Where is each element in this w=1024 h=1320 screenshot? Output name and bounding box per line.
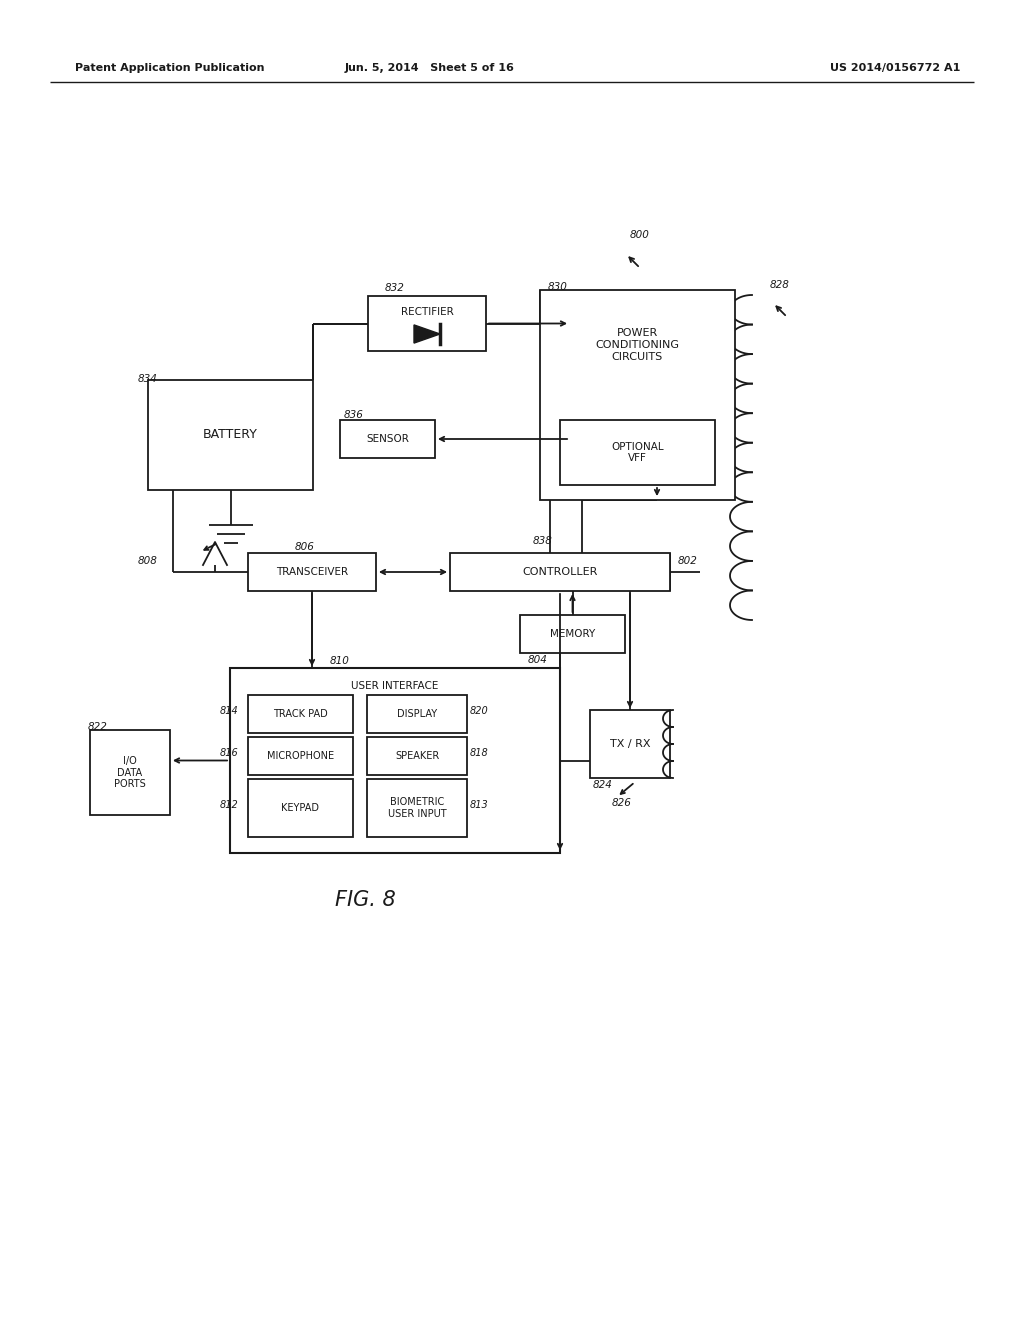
Text: 800: 800	[630, 230, 650, 240]
Bar	[248, 553, 376, 591]
Text: USER INTERFACE: USER INTERFACE	[351, 681, 438, 690]
Text: FIG. 8: FIG. 8	[335, 890, 395, 909]
Bar	[367, 779, 467, 837]
Text: 810: 810	[330, 656, 350, 667]
Text: TRANSCEIVER: TRANSCEIVER	[275, 568, 348, 577]
Text: CONTROLLER: CONTROLLER	[522, 568, 598, 577]
Text: MICROPHONE: MICROPHONE	[267, 751, 334, 762]
Bar	[230, 668, 560, 853]
Text: Patent Application Publication: Patent Application Publication	[75, 63, 264, 73]
Text: 808: 808	[138, 556, 158, 566]
Text: I/O
DATA
PORTS: I/O DATA PORTS	[114, 756, 145, 789]
Bar	[248, 737, 353, 775]
Text: US 2014/0156772 A1: US 2014/0156772 A1	[829, 63, 961, 73]
Bar	[450, 553, 670, 591]
Text: 836: 836	[344, 411, 364, 420]
Bar	[520, 615, 625, 653]
Text: 802: 802	[678, 556, 698, 566]
Text: 838: 838	[534, 536, 553, 546]
Polygon shape	[414, 325, 440, 343]
Text: 812: 812	[220, 800, 239, 810]
Bar	[540, 290, 735, 500]
Text: 816: 816	[220, 748, 239, 758]
Bar	[368, 296, 486, 351]
Text: 822: 822	[88, 722, 108, 733]
Bar	[248, 779, 353, 837]
Bar	[367, 696, 467, 733]
Text: 824: 824	[593, 780, 613, 789]
Bar	[148, 380, 313, 490]
Text: 806: 806	[295, 543, 314, 552]
Text: 834: 834	[138, 374, 158, 384]
Text: RECTIFIER: RECTIFIER	[400, 308, 454, 317]
Text: POWER
CONDITIONING
CIRCUITS: POWER CONDITIONING CIRCUITS	[596, 329, 680, 362]
Text: SENSOR: SENSOR	[366, 434, 409, 444]
Text: 828: 828	[770, 280, 790, 290]
Text: MEMORY: MEMORY	[550, 630, 595, 639]
Bar	[340, 420, 435, 458]
Bar	[90, 730, 170, 814]
Bar	[367, 737, 467, 775]
Text: TRACK PAD: TRACK PAD	[273, 709, 328, 719]
Text: KEYPAD: KEYPAD	[282, 803, 319, 813]
Bar	[560, 420, 715, 484]
Text: BATTERY: BATTERY	[203, 429, 258, 441]
Text: Jun. 5, 2014   Sheet 5 of 16: Jun. 5, 2014 Sheet 5 of 16	[345, 63, 515, 73]
Text: 820: 820	[470, 706, 488, 715]
Text: 814: 814	[220, 706, 239, 715]
Text: 804: 804	[528, 655, 548, 665]
Text: 813: 813	[470, 800, 488, 810]
Text: OPTIONAL
VFF: OPTIONAL VFF	[611, 442, 664, 463]
Text: 818: 818	[470, 748, 488, 758]
Text: 830: 830	[548, 282, 568, 292]
Text: TX / RX: TX / RX	[609, 739, 650, 748]
Bar	[590, 710, 670, 777]
Text: SPEAKER: SPEAKER	[395, 751, 439, 762]
Text: 832: 832	[385, 282, 404, 293]
Text: DISPLAY: DISPLAY	[397, 709, 437, 719]
Text: 826: 826	[612, 799, 632, 808]
Text: BIOMETRIC
USER INPUT: BIOMETRIC USER INPUT	[388, 797, 446, 818]
Bar	[248, 696, 353, 733]
